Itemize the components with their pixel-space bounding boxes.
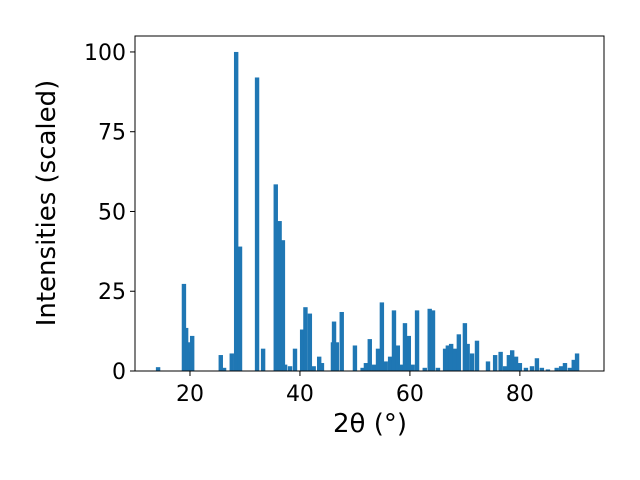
bar <box>539 367 545 371</box>
bar <box>567 367 573 371</box>
bar <box>334 342 339 371</box>
bar <box>509 350 515 371</box>
x-tick-label: 20 <box>176 382 204 407</box>
bar <box>229 353 234 371</box>
bar <box>422 367 427 371</box>
bar <box>506 355 512 371</box>
bar <box>189 335 195 371</box>
bar <box>391 310 397 371</box>
bar <box>254 77 260 371</box>
bar <box>517 363 523 371</box>
bar <box>398 364 404 371</box>
bar <box>448 343 454 371</box>
bar <box>430 310 436 371</box>
bar <box>513 356 519 371</box>
bar <box>316 356 322 371</box>
bar <box>379 302 385 371</box>
bar <box>375 348 381 371</box>
bar <box>545 369 551 371</box>
bar <box>155 367 161 371</box>
bar <box>287 366 293 371</box>
y-tick-label: 50 <box>98 200 126 225</box>
bar <box>427 308 432 371</box>
bar <box>456 334 462 371</box>
bar <box>402 323 408 371</box>
bar <box>303 307 308 371</box>
bar <box>410 364 415 371</box>
bar <box>363 363 369 371</box>
bar <box>445 345 451 371</box>
bar <box>383 361 388 371</box>
bar <box>299 329 305 371</box>
bar <box>339 311 344 371</box>
x-tick-label: 40 <box>286 382 314 407</box>
bar <box>319 363 325 371</box>
x-axis-label: 2θ (°) <box>333 409 407 439</box>
bar <box>280 240 286 371</box>
bar <box>465 343 470 371</box>
bar <box>233 51 239 371</box>
y-tick-label: 100 <box>84 41 126 66</box>
bar <box>187 351 193 371</box>
y-tick-label: 75 <box>98 121 126 146</box>
bar <box>462 323 468 371</box>
bar <box>534 358 540 371</box>
bar <box>395 345 401 371</box>
x-tick-label: 80 <box>506 382 534 407</box>
bar <box>260 348 266 371</box>
bar <box>502 366 508 371</box>
bar <box>498 351 503 371</box>
bar <box>442 348 448 371</box>
bar <box>558 366 564 371</box>
bar <box>387 356 393 371</box>
bar <box>485 361 491 371</box>
bar <box>574 353 580 371</box>
bar <box>352 345 358 371</box>
bar <box>571 359 576 371</box>
bar <box>529 366 535 371</box>
bar <box>277 221 282 371</box>
x-tick-label: 60 <box>396 382 424 407</box>
bar <box>367 339 372 371</box>
bar <box>554 367 559 371</box>
bar <box>492 355 498 371</box>
bar <box>371 364 377 371</box>
plot-frame <box>134 35 605 372</box>
bar <box>523 367 529 371</box>
bar <box>181 283 187 371</box>
bar <box>474 340 480 371</box>
bar <box>292 348 298 371</box>
bar <box>435 367 441 371</box>
bar <box>331 321 337 371</box>
y-tick-label: 0 <box>112 360 126 385</box>
bar <box>406 335 412 371</box>
bar <box>452 348 458 371</box>
bar <box>273 184 278 371</box>
bar <box>218 355 223 371</box>
y-tick-label: 25 <box>98 280 126 305</box>
bar <box>307 313 313 371</box>
bar <box>469 353 475 371</box>
bar <box>282 364 288 371</box>
bar <box>221 367 227 371</box>
bar <box>414 310 420 371</box>
bar <box>311 366 316 371</box>
y-axis-label: Intensities (scaled) <box>32 80 62 327</box>
bar <box>237 246 243 371</box>
bar <box>562 363 568 371</box>
bar <box>360 367 365 371</box>
